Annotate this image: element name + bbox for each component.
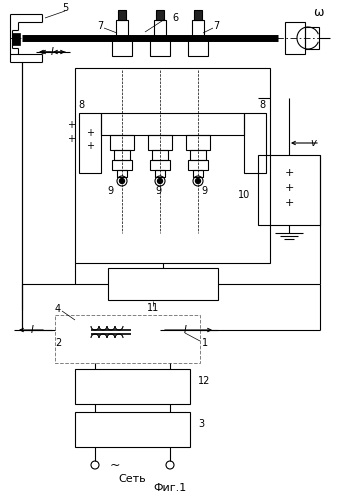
Text: 9: 9	[155, 186, 161, 196]
Bar	[112, 160, 132, 170]
Bar	[244, 113, 266, 173]
Bar	[55, 315, 200, 363]
Text: 12: 12	[198, 376, 210, 386]
Bar	[156, 10, 164, 20]
Bar	[117, 170, 127, 177]
Text: 9: 9	[201, 186, 207, 196]
Text: 5: 5	[62, 3, 68, 13]
Bar	[75, 369, 190, 404]
Bar	[193, 170, 203, 177]
Text: 8: 8	[78, 100, 84, 110]
Bar	[154, 20, 166, 38]
Text: Фиг.1: Фиг.1	[153, 483, 187, 493]
Text: ω: ω	[313, 5, 323, 18]
Text: 10: 10	[238, 190, 250, 200]
Bar	[190, 150, 206, 160]
Bar	[148, 135, 172, 150]
Text: +: +	[284, 183, 294, 193]
Text: ~: ~	[110, 459, 120, 472]
Bar	[75, 68, 270, 263]
Bar	[110, 135, 134, 150]
Text: 9: 9	[107, 186, 113, 196]
Bar	[188, 160, 208, 170]
Bar	[186, 135, 210, 150]
Text: +: +	[284, 168, 294, 178]
Bar	[118, 10, 126, 20]
Text: +: +	[86, 141, 94, 151]
Bar	[12, 33, 20, 45]
Text: I: I	[184, 325, 186, 335]
Bar	[114, 150, 130, 160]
Text: 1: 1	[202, 338, 208, 348]
Bar	[108, 268, 218, 300]
Bar	[150, 38, 170, 56]
Bar	[152, 150, 168, 160]
Text: v: v	[310, 138, 316, 148]
Text: 6: 6	[172, 13, 178, 23]
Bar	[150, 160, 170, 170]
Text: 11: 11	[147, 303, 159, 313]
Bar	[116, 20, 128, 38]
Text: +: +	[67, 120, 75, 130]
Text: +: +	[284, 198, 294, 208]
Bar	[194, 10, 202, 20]
Bar	[79, 113, 101, 173]
Circle shape	[195, 179, 201, 184]
Bar	[112, 38, 132, 56]
Bar	[155, 170, 165, 177]
Text: 7: 7	[213, 21, 219, 31]
Bar	[305, 27, 319, 49]
Bar	[285, 22, 305, 54]
Text: 4: 4	[55, 304, 61, 314]
Text: +: +	[86, 128, 94, 138]
Text: I: I	[31, 325, 33, 335]
Bar	[192, 20, 204, 38]
Bar	[258, 155, 320, 225]
Bar	[75, 412, 190, 447]
Text: 8: 8	[259, 100, 265, 110]
Circle shape	[119, 179, 124, 184]
Text: Сеть: Сеть	[118, 474, 146, 484]
Bar	[101, 113, 244, 135]
Bar	[188, 38, 208, 56]
Text: 3: 3	[198, 419, 204, 429]
Text: 2: 2	[55, 338, 61, 348]
Text: +: +	[67, 134, 75, 144]
Circle shape	[157, 179, 163, 184]
Text: I: I	[51, 47, 53, 57]
Text: 7: 7	[97, 21, 103, 31]
